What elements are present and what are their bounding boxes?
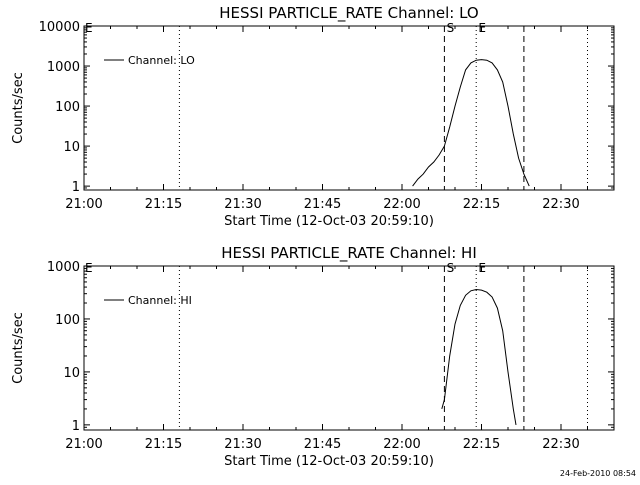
- x-tick-label: 22:15: [463, 197, 500, 212]
- legend-label: Channel: HI: [128, 294, 192, 307]
- marker-label: E: [478, 261, 486, 275]
- corner-marker-label: E: [85, 261, 93, 275]
- y-tick-label: 100: [55, 313, 80, 328]
- x-tick-label: 21:00: [65, 197, 102, 212]
- x-axis-label: Start Time (12-Oct-03 20:59:10): [224, 454, 434, 469]
- x-tick-label: 21:30: [224, 437, 261, 452]
- x-axis-label: Start Time (12-Oct-03 20:59:10): [224, 214, 434, 229]
- corner-marker-label: E: [85, 21, 93, 35]
- x-tick-label: 21:15: [145, 437, 182, 452]
- y-tick-label: 10000: [39, 20, 80, 35]
- panel-lo: HESSI PARTICLE_RATE Channel: LO 1 10 100 100…: [11, 4, 615, 229]
- x-tick-label: 22:00: [383, 437, 420, 452]
- y-tick-label: 10: [63, 140, 80, 155]
- y-tick-label: 10: [63, 366, 80, 381]
- x-tick-label: 21:45: [304, 437, 341, 452]
- y-axis-label: Counts/sec: [11, 72, 26, 144]
- chart-title: HESSI PARTICLE_RATE Channel: LO: [219, 4, 478, 23]
- marker-label: S: [447, 21, 455, 35]
- panel-hi: HESSI PARTICLE_RATE Channel: HI 1 10 100 100…: [11, 244, 615, 469]
- x-tick-label: 22:15: [463, 437, 500, 452]
- y-tick-label: 1000: [47, 260, 80, 275]
- y-axis-label: Counts/sec: [11, 312, 26, 384]
- y-tick-label: 100: [55, 100, 80, 115]
- x-tick-label: 22:00: [383, 197, 420, 212]
- plot-frame: [83, 25, 615, 191]
- x-tick-label: 21:30: [224, 197, 261, 212]
- x-tick-label: 22:30: [542, 197, 579, 212]
- chart-title: HESSI PARTICLE_RATE Channel: HI: [221, 244, 477, 263]
- x-tick-label: 21:00: [65, 437, 102, 452]
- y-tick-label: 1: [72, 180, 80, 195]
- x-tick-label: 21:45: [304, 197, 341, 212]
- x-tick-label: 21:15: [145, 197, 182, 212]
- timestamp-footer: 24-Feb-2010 08:54: [560, 469, 636, 478]
- marker-label: S: [447, 261, 455, 275]
- y-tick-label: 1000: [47, 60, 80, 75]
- series-line: [441, 288, 517, 425]
- x-tick-label: 22:30: [542, 437, 579, 452]
- marker-label: E: [478, 21, 486, 35]
- plot-frame: [83, 265, 615, 431]
- y-tick-label: 1: [72, 419, 80, 434]
- series-line: [412, 59, 530, 187]
- legend-label: Channel: LO: [128, 54, 195, 67]
